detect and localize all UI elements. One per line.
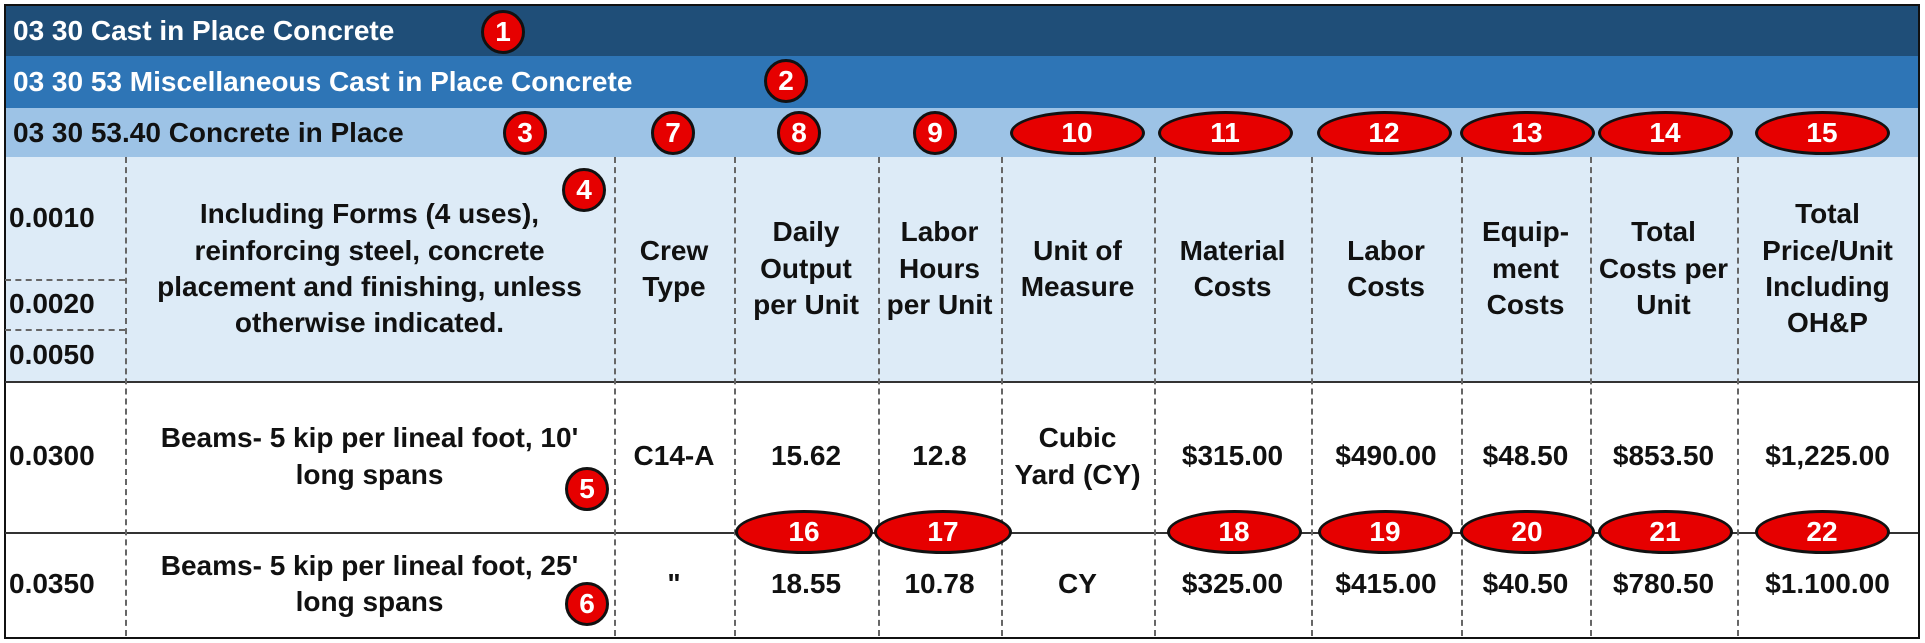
table-cell: 10.78 bbox=[904, 567, 975, 599]
callout-badge: 18 bbox=[1166, 510, 1302, 554]
outer-border bbox=[4, 4, 1920, 639]
column-header: Labor Costs bbox=[1347, 234, 1425, 302]
table-cell: Beams- 5 kip per lineal foot, 10' long s… bbox=[160, 422, 579, 490]
table-cell: $415.00 bbox=[1335, 567, 1437, 599]
table-cell: $1,225.00 bbox=[1765, 440, 1890, 472]
table-cell: $48.50 bbox=[1482, 440, 1569, 472]
table-cell: CY bbox=[1058, 567, 1097, 599]
column-header: Material Costs bbox=[1179, 234, 1286, 302]
callout-badge: 13 bbox=[1459, 111, 1595, 155]
table-cell: 0.0350 bbox=[9, 567, 95, 599]
callout-badge: 17 bbox=[874, 510, 1012, 554]
column-line bbox=[1461, 157, 1463, 636]
callout-badge: 19 bbox=[1317, 510, 1453, 554]
column-header: Total Costs per Unit bbox=[1598, 216, 1729, 321]
column-line bbox=[1590, 157, 1592, 636]
column-line bbox=[1154, 157, 1156, 636]
column-header: Labor Hours per Unit bbox=[886, 216, 993, 321]
table-cell: $40.50 bbox=[1482, 567, 1569, 599]
callout-badge: 2 bbox=[764, 59, 808, 103]
table-cell: $853.50 bbox=[1612, 440, 1715, 472]
callout-badge: 22 bbox=[1754, 510, 1890, 554]
sub-row-line bbox=[5, 329, 125, 331]
table-cell: Cubic Yard (CY) bbox=[1014, 422, 1141, 490]
table-cell: 15.62 bbox=[770, 440, 842, 472]
callout-badge: 6 bbox=[565, 582, 609, 626]
table-cell: $325.00 bbox=[1181, 567, 1284, 599]
column-line bbox=[125, 157, 127, 636]
callout-badge: 15 bbox=[1754, 111, 1890, 155]
callout-badge: 4 bbox=[562, 168, 606, 212]
line-number: 0.0050 bbox=[9, 338, 95, 370]
callout-badge: 7 bbox=[651, 111, 695, 155]
callout-badge: 10 bbox=[1009, 111, 1145, 155]
column-header: Total Price/Unit Including OH&P bbox=[1762, 198, 1893, 339]
callout-badge: 5 bbox=[565, 467, 609, 511]
line-number: 0.0020 bbox=[9, 287, 95, 319]
section-title: 03 30 Cast in Place Concrete bbox=[5, 5, 1918, 56]
table-cell: $1.100.00 bbox=[1765, 567, 1890, 599]
table-cell: Beams- 5 kip per lineal foot, 25' long s… bbox=[160, 549, 579, 617]
callout-badge: 8 bbox=[777, 111, 821, 155]
callout-badge: 1 bbox=[481, 10, 525, 54]
sub-row-line bbox=[5, 279, 125, 281]
callout-badge: 16 bbox=[735, 510, 873, 554]
column-header: Equip-ment Costs bbox=[1481, 216, 1570, 321]
callout-badge: 21 bbox=[1597, 510, 1733, 554]
column-line bbox=[1311, 157, 1313, 636]
table-cell: 18.55 bbox=[770, 567, 842, 599]
subsection-title: 03 30 53 Miscellaneous Cast in Place Con… bbox=[5, 56, 1918, 108]
column-line bbox=[1737, 157, 1739, 636]
column-header: Unit of Measure bbox=[1020, 234, 1135, 302]
callout-badge: 12 bbox=[1316, 111, 1452, 155]
callout-badge: 9 bbox=[913, 111, 957, 155]
callout-badge: 20 bbox=[1459, 510, 1595, 554]
table-cell: $490.00 bbox=[1335, 440, 1437, 472]
column-line bbox=[614, 157, 616, 636]
column-line bbox=[1001, 157, 1003, 636]
column-line bbox=[878, 157, 880, 636]
line-number: 0.0010 bbox=[9, 201, 95, 233]
callout-badge: 14 bbox=[1597, 111, 1733, 155]
callout-badge: 11 bbox=[1157, 111, 1293, 155]
callout-badge: 3 bbox=[503, 111, 547, 155]
header-row-bg bbox=[5, 157, 1918, 381]
table-cell: C14-A bbox=[633, 440, 715, 472]
column-header: Crew Type bbox=[639, 234, 709, 302]
column-header: Daily Output per Unit bbox=[753, 216, 859, 321]
table-cell: 0.0300 bbox=[9, 440, 95, 472]
description-header: Including Forms (4 uses), reinforcing st… bbox=[157, 198, 582, 339]
table-cell: $780.50 bbox=[1612, 567, 1715, 599]
table-cell: " bbox=[667, 567, 681, 599]
table-cell: $315.00 bbox=[1181, 440, 1284, 472]
column-line bbox=[734, 157, 736, 636]
table-cell: 12.8 bbox=[912, 440, 967, 472]
row-line bbox=[5, 381, 1918, 383]
